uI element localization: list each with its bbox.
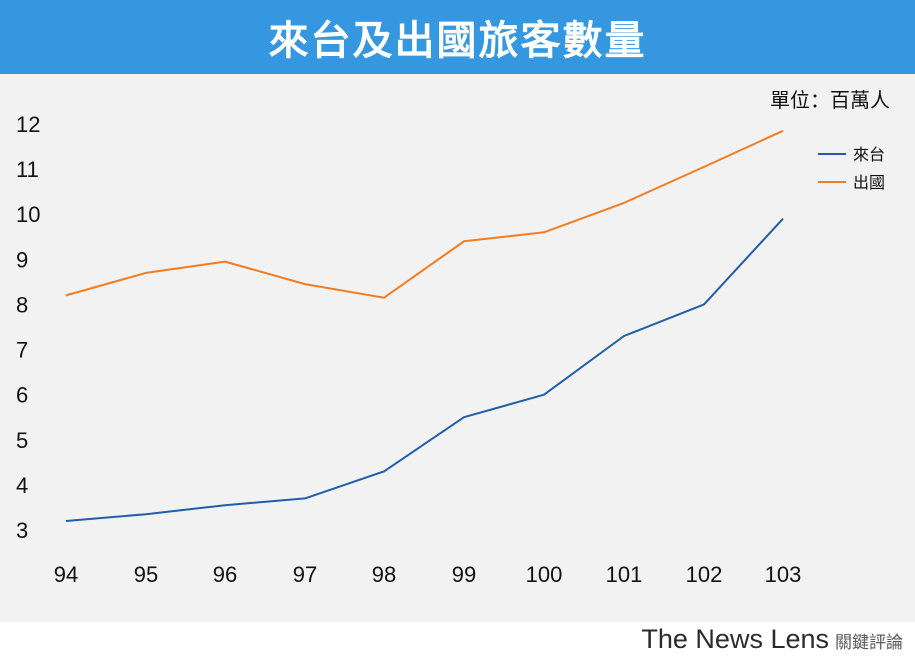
- x-tick-label: 97: [293, 562, 317, 587]
- legend-label: 來台: [853, 145, 885, 164]
- unit-label: 單位：百萬人: [770, 88, 890, 112]
- x-tick-label: 95: [134, 562, 158, 587]
- x-tick-label: 101: [606, 562, 643, 587]
- y-tick-label: 5: [16, 428, 28, 453]
- x-tick-label: 99: [452, 562, 476, 587]
- title-bar: 來台及出國旅客數量: [0, 0, 915, 74]
- y-tick-label: 3: [16, 518, 28, 543]
- series-line-outbound: [65, 129, 784, 299]
- brand-name: The News Lens: [641, 624, 829, 654]
- y-tick-label: 10: [16, 202, 40, 227]
- y-tick-label: 8: [16, 292, 28, 317]
- y-tick-label: 11: [16, 157, 39, 182]
- brand-logo: The News Lens 關鍵評論: [641, 624, 903, 655]
- y-tick-label: 4: [16, 473, 28, 498]
- x-tick-label: 94: [54, 562, 78, 587]
- line-chart: 單位：百萬人 3 4 5 6 7 8 9 10 11 12 94 95 96 97 98 99 100 101 102…: [16, 88, 890, 587]
- brand-name-zh: 關鍵評論: [835, 633, 903, 653]
- plot-panel: 單位：百萬人 3 4 5 6 7 8 9 10 11 12 94 95 96 97 98 99 100 101 102…: [0, 74, 915, 622]
- x-tick-label: 100: [526, 562, 563, 587]
- y-tick-label: 12: [16, 112, 40, 137]
- x-tick-label: 102: [686, 562, 723, 587]
- chart-title: 來台及出國旅客數量: [268, 18, 647, 64]
- series-line-inbound: [65, 218, 784, 522]
- x-tick-label: 103: [765, 562, 802, 587]
- y-tick-label: 7: [16, 338, 28, 363]
- footer: The News Lens 關鍵評論: [0, 622, 915, 660]
- legend-label: 出國: [853, 173, 885, 192]
- x-tick-label: 96: [213, 562, 237, 587]
- y-tick-label: 6: [16, 383, 28, 408]
- y-tick-label: 9: [16, 247, 28, 272]
- x-tick-label: 98: [372, 562, 396, 587]
